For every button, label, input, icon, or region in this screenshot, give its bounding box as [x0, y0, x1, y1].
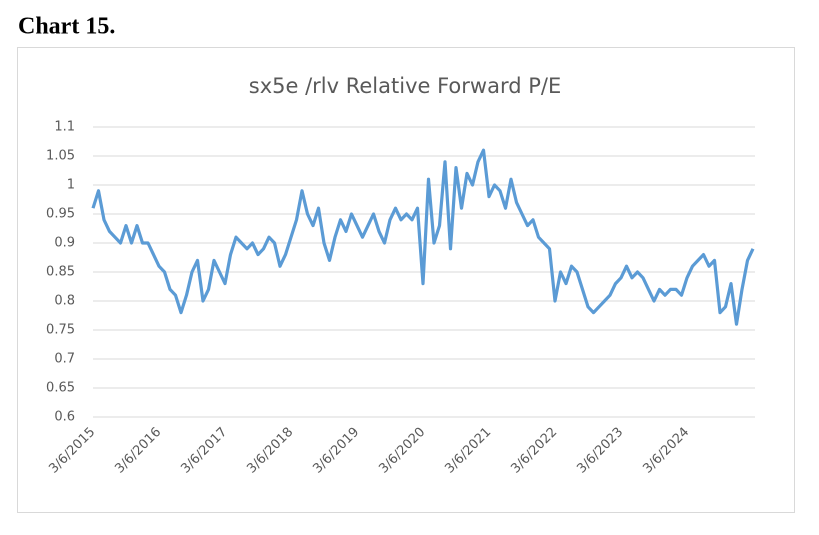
y-tick-label: 0.6 [54, 410, 75, 425]
y-tick-label: 0.7 [54, 352, 75, 367]
heading: Chart 15. [18, 14, 115, 40]
y-tick-label: 1 [67, 178, 75, 193]
y-tick-label: 0.95 [46, 207, 75, 222]
y-tick-label: 0.65 [46, 381, 75, 396]
y-tick-label: 0.85 [46, 265, 75, 280]
y-tick-label: 1.05 [46, 149, 75, 164]
chart-title: sx5e /rlv Relative Forward P/E [249, 74, 561, 98]
y-tick-label: 0.9 [54, 236, 75, 251]
y-tick-label: 0.8 [54, 294, 75, 309]
y-tick-label: 1.1 [54, 120, 75, 135]
line [91, 148, 755, 326]
y-tick-label: 0.75 [46, 323, 75, 338]
chart-frame [17, 47, 795, 513]
